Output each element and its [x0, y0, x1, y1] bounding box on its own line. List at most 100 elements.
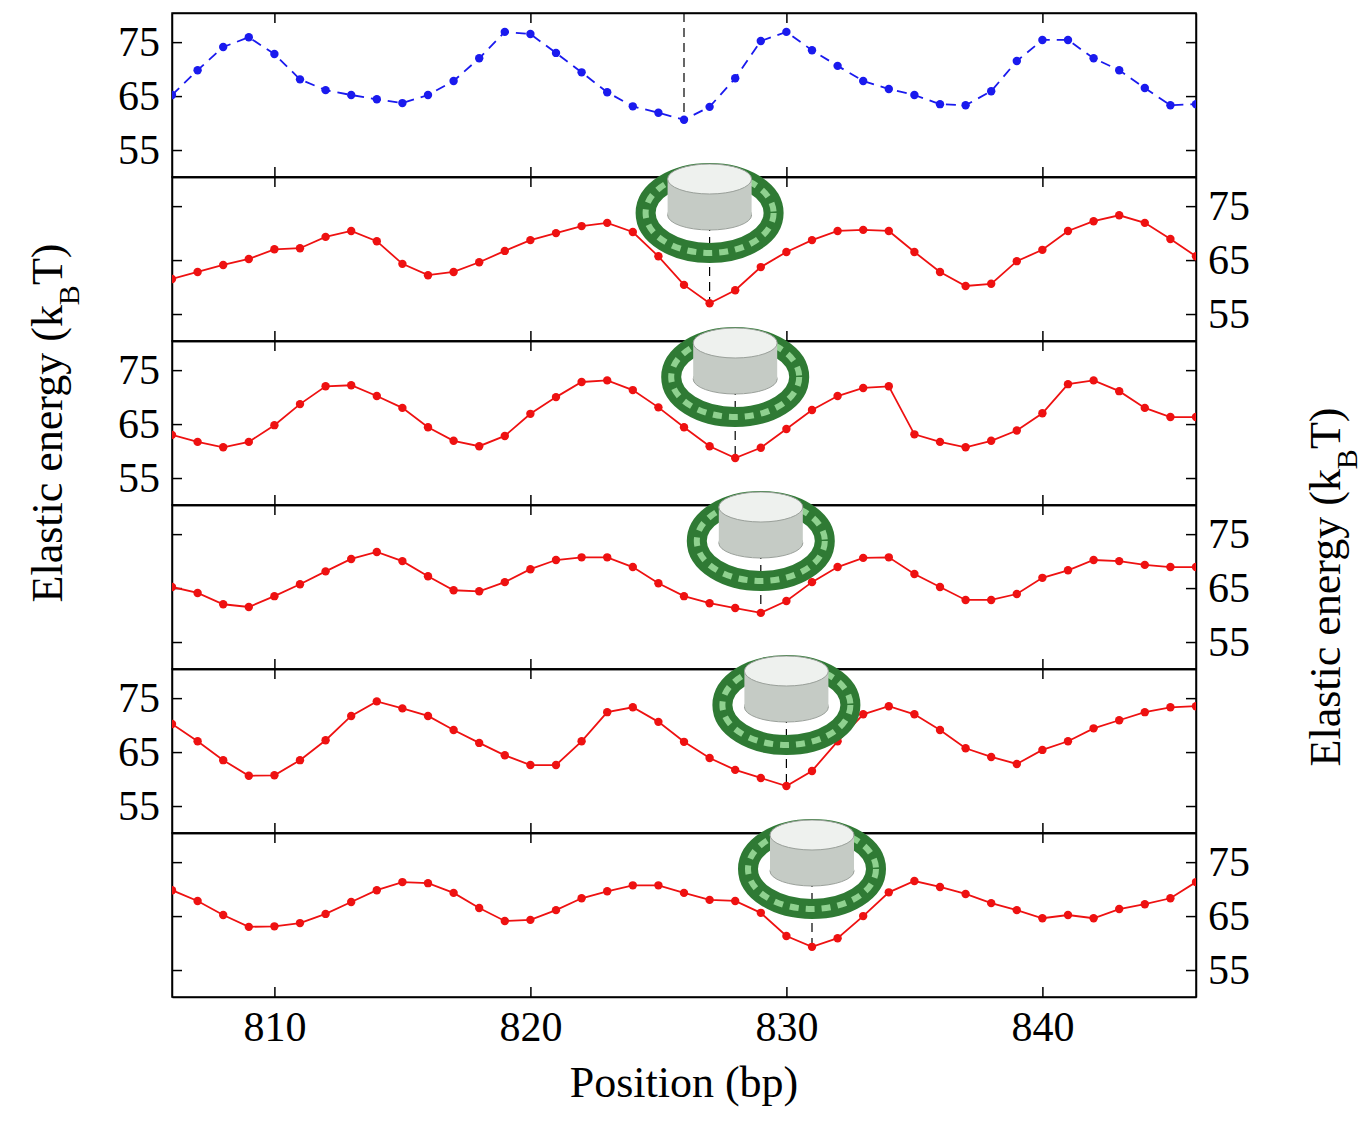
- tick-label: 830: [755, 1004, 818, 1050]
- data-point: [936, 883, 944, 891]
- tick: [1042, 495, 1043, 505]
- data-point: [321, 233, 329, 241]
- data-point: [1038, 246, 1046, 254]
- data-point: [270, 421, 278, 429]
- tick: 65: [1186, 237, 1250, 283]
- tick: [1042, 177, 1043, 187]
- data-point: [577, 737, 585, 745]
- data-point: [1064, 566, 1072, 574]
- tick: 75: [118, 347, 182, 393]
- tick-label: 75: [118, 19, 160, 65]
- y-axis-left: [172, 834, 182, 998]
- tick-label: 55: [118, 127, 160, 173]
- nucleosome-icon: [671, 328, 799, 417]
- data-point: [219, 261, 227, 269]
- data-point: [373, 548, 381, 556]
- tick-label: 820: [499, 1004, 562, 1050]
- data-point: [1038, 914, 1046, 922]
- tick-mark: [274, 177, 276, 187]
- data-point: [1115, 557, 1123, 565]
- data-point: [680, 281, 688, 289]
- y-axis-left: 556575: [118, 14, 182, 178]
- tick-label: 65: [1208, 893, 1250, 939]
- tick-mark: [1186, 698, 1196, 700]
- tick-mark: [786, 987, 788, 997]
- tick: 65: [1186, 893, 1250, 939]
- data-point: [1166, 413, 1174, 421]
- axis-line: [1196, 834, 1198, 998]
- y-axis-right: 556575: [1186, 834, 1250, 998]
- data-point: [885, 382, 893, 390]
- tick-mark: [172, 314, 182, 316]
- tick-mark: [1186, 806, 1196, 808]
- data-point: [1141, 84, 1149, 92]
- tick: [530, 331, 531, 341]
- tick: 65: [118, 401, 182, 447]
- data-point: [347, 555, 355, 563]
- data-point: [680, 738, 688, 746]
- data-point: [705, 103, 713, 111]
- data-point: [603, 553, 611, 561]
- plot-area: [172, 505, 1196, 617]
- data-point: [373, 697, 381, 705]
- data-point: [961, 443, 969, 451]
- data-point: [552, 393, 560, 401]
- data-point: [961, 101, 969, 109]
- data-point: [577, 222, 585, 230]
- tick-mark: [172, 534, 182, 536]
- tick-mark: [530, 823, 532, 833]
- tick-mark: [172, 916, 182, 918]
- tick-mark: [274, 505, 276, 515]
- tick-label: 75: [1208, 511, 1250, 557]
- data-point: [731, 74, 739, 82]
- data-line: [172, 552, 1196, 613]
- tick-label: 75: [1208, 839, 1250, 885]
- data-point: [321, 736, 329, 744]
- data-point: [1038, 409, 1046, 417]
- data-point: [1013, 257, 1021, 265]
- data-point: [885, 227, 893, 235]
- tick: [172, 970, 182, 971]
- tick: 830: [755, 987, 818, 1050]
- tick-mark: [530, 331, 532, 341]
- y-axis-right: [1186, 342, 1197, 506]
- data-point: [961, 282, 969, 290]
- tick-mark: [172, 150, 182, 152]
- data-point: [654, 403, 662, 411]
- data-point: [347, 712, 355, 720]
- data-point: [936, 726, 944, 734]
- data-point: [245, 255, 253, 263]
- data-point: [501, 432, 509, 440]
- tick-mark: [274, 823, 276, 833]
- icon-core-top: [693, 328, 777, 358]
- data-point: [449, 726, 457, 734]
- data-point: [296, 244, 304, 252]
- axis-line: [172, 178, 174, 342]
- data-point: [885, 85, 893, 93]
- tick-mark: [274, 331, 276, 341]
- data-point: [961, 596, 969, 604]
- data-point: [859, 912, 867, 920]
- axis-title-part: T): [23, 244, 72, 286]
- tick-mark: [172, 862, 182, 864]
- tick-mark: [1186, 42, 1196, 44]
- data-point: [910, 877, 918, 885]
- data-point: [449, 437, 457, 445]
- data-point: [373, 95, 381, 103]
- data-point: [833, 563, 841, 571]
- data-point: [1013, 57, 1021, 65]
- data-point: [172, 275, 176, 283]
- data-line: [172, 701, 1196, 786]
- data-point: [1089, 54, 1097, 62]
- tick: [530, 341, 531, 351]
- data-point: [424, 423, 432, 431]
- tick: [1042, 167, 1043, 177]
- data-point: [808, 767, 816, 775]
- tick-mark: [530, 495, 532, 505]
- tick-mark: [1186, 588, 1196, 590]
- data-point: [731, 766, 739, 774]
- tick-label: 65: [1208, 565, 1250, 611]
- data-point: [526, 410, 534, 418]
- data-point: [910, 430, 918, 438]
- data-point: [1166, 703, 1174, 711]
